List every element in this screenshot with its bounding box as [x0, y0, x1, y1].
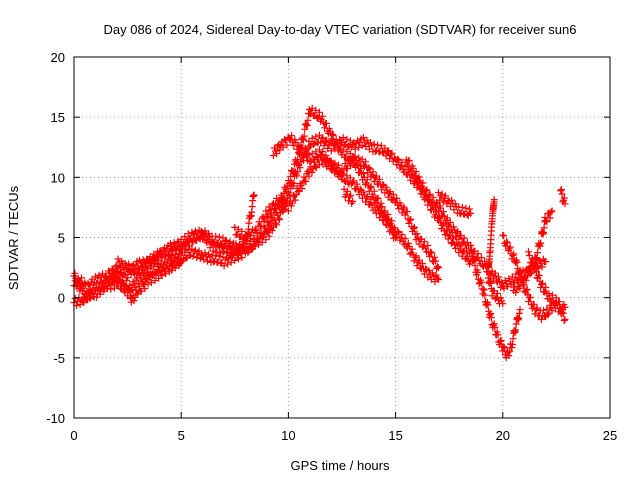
series-track-n [113, 191, 258, 279]
plus-markers [467, 241, 524, 362]
series-track-j [510, 207, 556, 296]
y-tick-label: 20 [51, 50, 65, 65]
plus-markers [113, 191, 258, 279]
y-tick-label: -5 [53, 351, 65, 366]
x-tick-label: 5 [178, 428, 185, 443]
y-tick-label: 10 [51, 170, 65, 185]
plus-markers [510, 207, 556, 296]
series-track-f [435, 189, 475, 219]
plus-markers [525, 248, 569, 324]
y-tick-label: -10 [46, 411, 65, 426]
y-tick-label: 15 [51, 110, 65, 125]
x-tick-label: 20 [496, 428, 510, 443]
y-tick-label: 5 [58, 231, 65, 246]
x-tick-label: 15 [388, 428, 402, 443]
x-axis-label: GPS time / hours [291, 458, 390, 473]
series-track-m [340, 185, 357, 207]
x-tick-label: 25 [603, 428, 617, 443]
plus-markers [231, 152, 442, 272]
x-tick-label: 10 [281, 428, 295, 443]
series-track-l [557, 186, 569, 208]
series-track-h [484, 196, 507, 308]
chart-title: Day 086 of 2024, Sidereal Day-to-day VTE… [103, 22, 576, 37]
series-track-k [525, 248, 569, 324]
plus-markers [557, 186, 569, 208]
series-track-g [467, 241, 524, 362]
axis-ticks: 0 5 10 15 20 25 -10 -5 0 5 10 15 20 [46, 50, 617, 443]
plus-markers [484, 196, 507, 308]
y-tick-label: 0 [58, 291, 65, 306]
plus-markers [340, 185, 357, 207]
plus-markers [435, 189, 475, 219]
grid [74, 57, 610, 418]
y-axis-label: SDTVAR / TECUs [6, 185, 21, 290]
x-tick-label: 0 [70, 428, 77, 443]
data-points [70, 104, 569, 362]
series-track-d [231, 152, 442, 272]
